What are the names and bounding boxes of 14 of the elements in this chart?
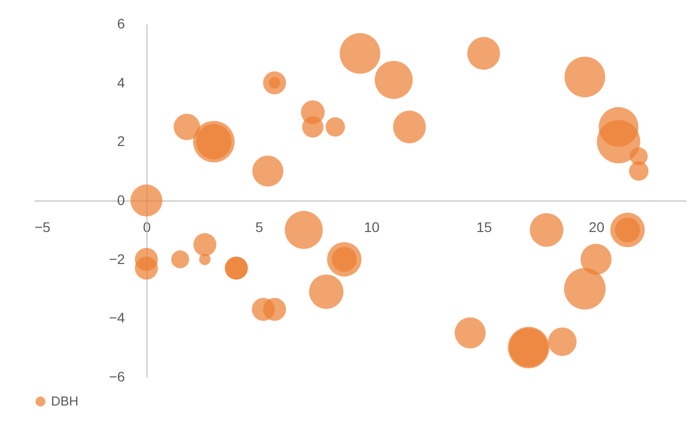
y-tick-label: 0 [117, 192, 126, 208]
y-tick-label: −6 [108, 368, 126, 384]
y-tick-label: 6 [117, 16, 126, 32]
x-tick-label: −5 [34, 219, 51, 235]
y-tick-label: −2 [108, 250, 126, 267]
x-tick-label: 20 [588, 219, 605, 235]
x-tick-label: 5 [255, 219, 264, 235]
legend-label: DBH [51, 394, 78, 408]
x-tick-label: 15 [476, 219, 492, 235]
x-tick-label: 10 [364, 219, 380, 235]
y-tick-label: 2 [117, 133, 126, 150]
y-tick-label: 4 [117, 74, 126, 90]
y-tick-label: −4 [108, 310, 126, 326]
x-tick-label: 0 [143, 219, 152, 235]
